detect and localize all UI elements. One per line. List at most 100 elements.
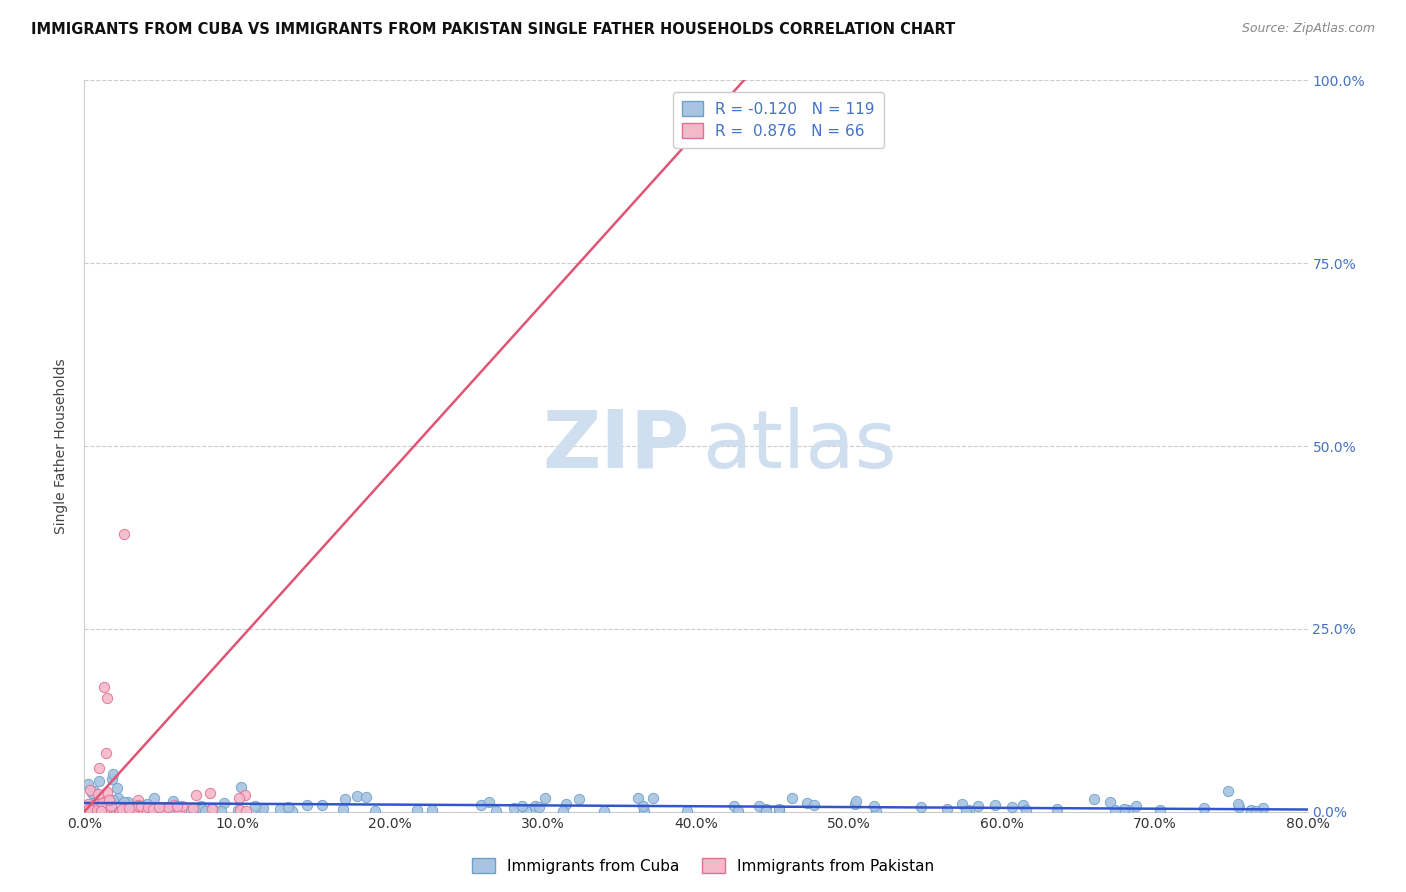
Point xyxy=(90,804,112,818)
Point xyxy=(214,797,236,811)
Point xyxy=(112,795,135,809)
Point xyxy=(94,796,117,810)
Point xyxy=(180,803,202,817)
Point xyxy=(245,798,267,813)
Point xyxy=(132,798,155,813)
Point xyxy=(107,791,129,805)
Point xyxy=(142,802,165,816)
Point xyxy=(76,800,98,814)
Point xyxy=(1012,797,1035,812)
Text: Source: ZipAtlas.com: Source: ZipAtlas.com xyxy=(1241,22,1375,36)
Point xyxy=(87,761,110,775)
Point xyxy=(87,802,110,816)
Point xyxy=(110,804,132,818)
Point xyxy=(98,800,121,814)
Point xyxy=(101,793,124,807)
Point xyxy=(845,794,868,808)
Point xyxy=(94,804,117,818)
Point xyxy=(252,801,274,815)
Point xyxy=(950,797,973,812)
Point xyxy=(1125,798,1147,813)
Point xyxy=(194,804,217,818)
Point xyxy=(633,804,655,818)
Point xyxy=(146,804,169,818)
Point xyxy=(83,784,105,798)
Point xyxy=(676,804,699,818)
Point xyxy=(184,789,207,803)
Point xyxy=(209,804,232,818)
Point xyxy=(1116,803,1139,817)
Point xyxy=(1099,796,1122,810)
Point xyxy=(228,791,250,805)
Point xyxy=(110,804,132,818)
Point xyxy=(796,796,818,810)
Point xyxy=(129,801,152,815)
Point xyxy=(89,802,111,816)
Point xyxy=(551,804,574,818)
Point xyxy=(935,802,957,816)
Point xyxy=(984,798,1007,813)
Text: atlas: atlas xyxy=(702,407,897,485)
Point xyxy=(87,774,110,789)
Point xyxy=(201,802,224,816)
Point xyxy=(170,798,193,813)
Point xyxy=(79,800,101,814)
Point xyxy=(84,804,107,818)
Point xyxy=(748,798,770,813)
Point xyxy=(97,793,120,807)
Point xyxy=(121,801,143,815)
Point xyxy=(145,804,167,818)
Point xyxy=(83,804,105,818)
Point xyxy=(111,802,134,816)
Point xyxy=(957,803,980,817)
Point xyxy=(82,802,104,816)
Point xyxy=(233,788,256,802)
Point xyxy=(77,801,100,815)
Point xyxy=(510,798,533,813)
Point xyxy=(160,803,183,817)
Point xyxy=(163,798,186,813)
Point xyxy=(1251,800,1274,814)
Point xyxy=(93,681,115,695)
Point xyxy=(229,804,252,818)
Point xyxy=(155,800,177,814)
Legend: Immigrants from Cuba, Immigrants from Pakistan: Immigrants from Cuba, Immigrants from Pa… xyxy=(465,852,941,880)
Point xyxy=(75,801,97,815)
Point xyxy=(152,804,174,818)
Point xyxy=(115,801,138,815)
Point xyxy=(82,803,104,817)
Point xyxy=(187,802,209,816)
Point xyxy=(1192,801,1215,815)
Point xyxy=(115,801,138,815)
Point xyxy=(1218,783,1240,797)
Point xyxy=(84,804,107,818)
Point xyxy=(844,797,866,811)
Point xyxy=(269,802,291,816)
Point xyxy=(127,797,149,812)
Point xyxy=(235,804,257,818)
Point xyxy=(96,802,118,816)
Point xyxy=(101,766,124,780)
Point xyxy=(515,804,537,818)
Text: ZIP: ZIP xyxy=(543,407,690,485)
Point xyxy=(311,797,333,812)
Point xyxy=(127,799,149,814)
Point xyxy=(1046,802,1069,816)
Point xyxy=(641,791,664,805)
Point xyxy=(198,786,221,800)
Point xyxy=(727,804,749,818)
Point xyxy=(346,789,368,803)
Point xyxy=(94,746,117,760)
Point xyxy=(127,804,149,818)
Point xyxy=(631,799,654,814)
Point xyxy=(87,787,110,801)
Point xyxy=(91,800,114,814)
Point xyxy=(249,804,271,818)
Y-axis label: Single Father Households: Single Father Households xyxy=(55,359,69,533)
Point xyxy=(295,798,318,813)
Point xyxy=(333,792,356,806)
Point xyxy=(529,800,551,814)
Point xyxy=(755,804,778,818)
Point xyxy=(627,791,650,805)
Point xyxy=(755,802,778,816)
